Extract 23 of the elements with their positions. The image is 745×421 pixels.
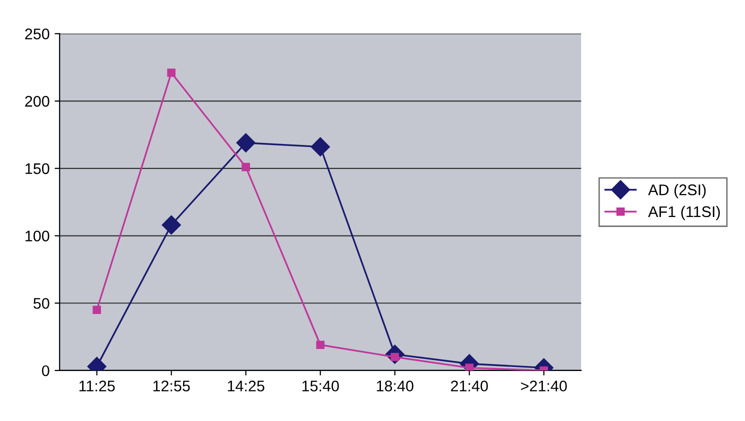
- point: [316, 340, 325, 350]
- point: [236, 133, 256, 152]
- y-tick-label: 50: [33, 298, 50, 309]
- point: [162, 215, 181, 235]
- x-tick-label: 14:25: [228, 380, 264, 392]
- x-tick-label: 12:55: [153, 380, 190, 392]
- x-tick-label: 11:25: [79, 380, 115, 392]
- y-tick-label: 0: [42, 365, 50, 376]
- x-tick-label: 21:40: [451, 380, 488, 392]
- legend-label: AF1 (11SI): [648, 206, 720, 220]
- y-tick-label: 200: [25, 96, 50, 107]
- legend-label: AD (2SI): [648, 184, 706, 198]
- x-tick-label: >21:40: [521, 380, 567, 392]
- y-tick-label: 100: [26, 230, 50, 242]
- y-tick-label: 150: [26, 163, 50, 174]
- y-tick-label: 250: [25, 28, 50, 40]
- point: [92, 306, 102, 314]
- x-tick-label: 18:40: [376, 380, 414, 392]
- x-tick-label: 15:40: [302, 380, 339, 392]
- point: [167, 68, 176, 77]
- point: [242, 162, 250, 172]
- point: [310, 137, 330, 156]
- point: [465, 364, 474, 370]
